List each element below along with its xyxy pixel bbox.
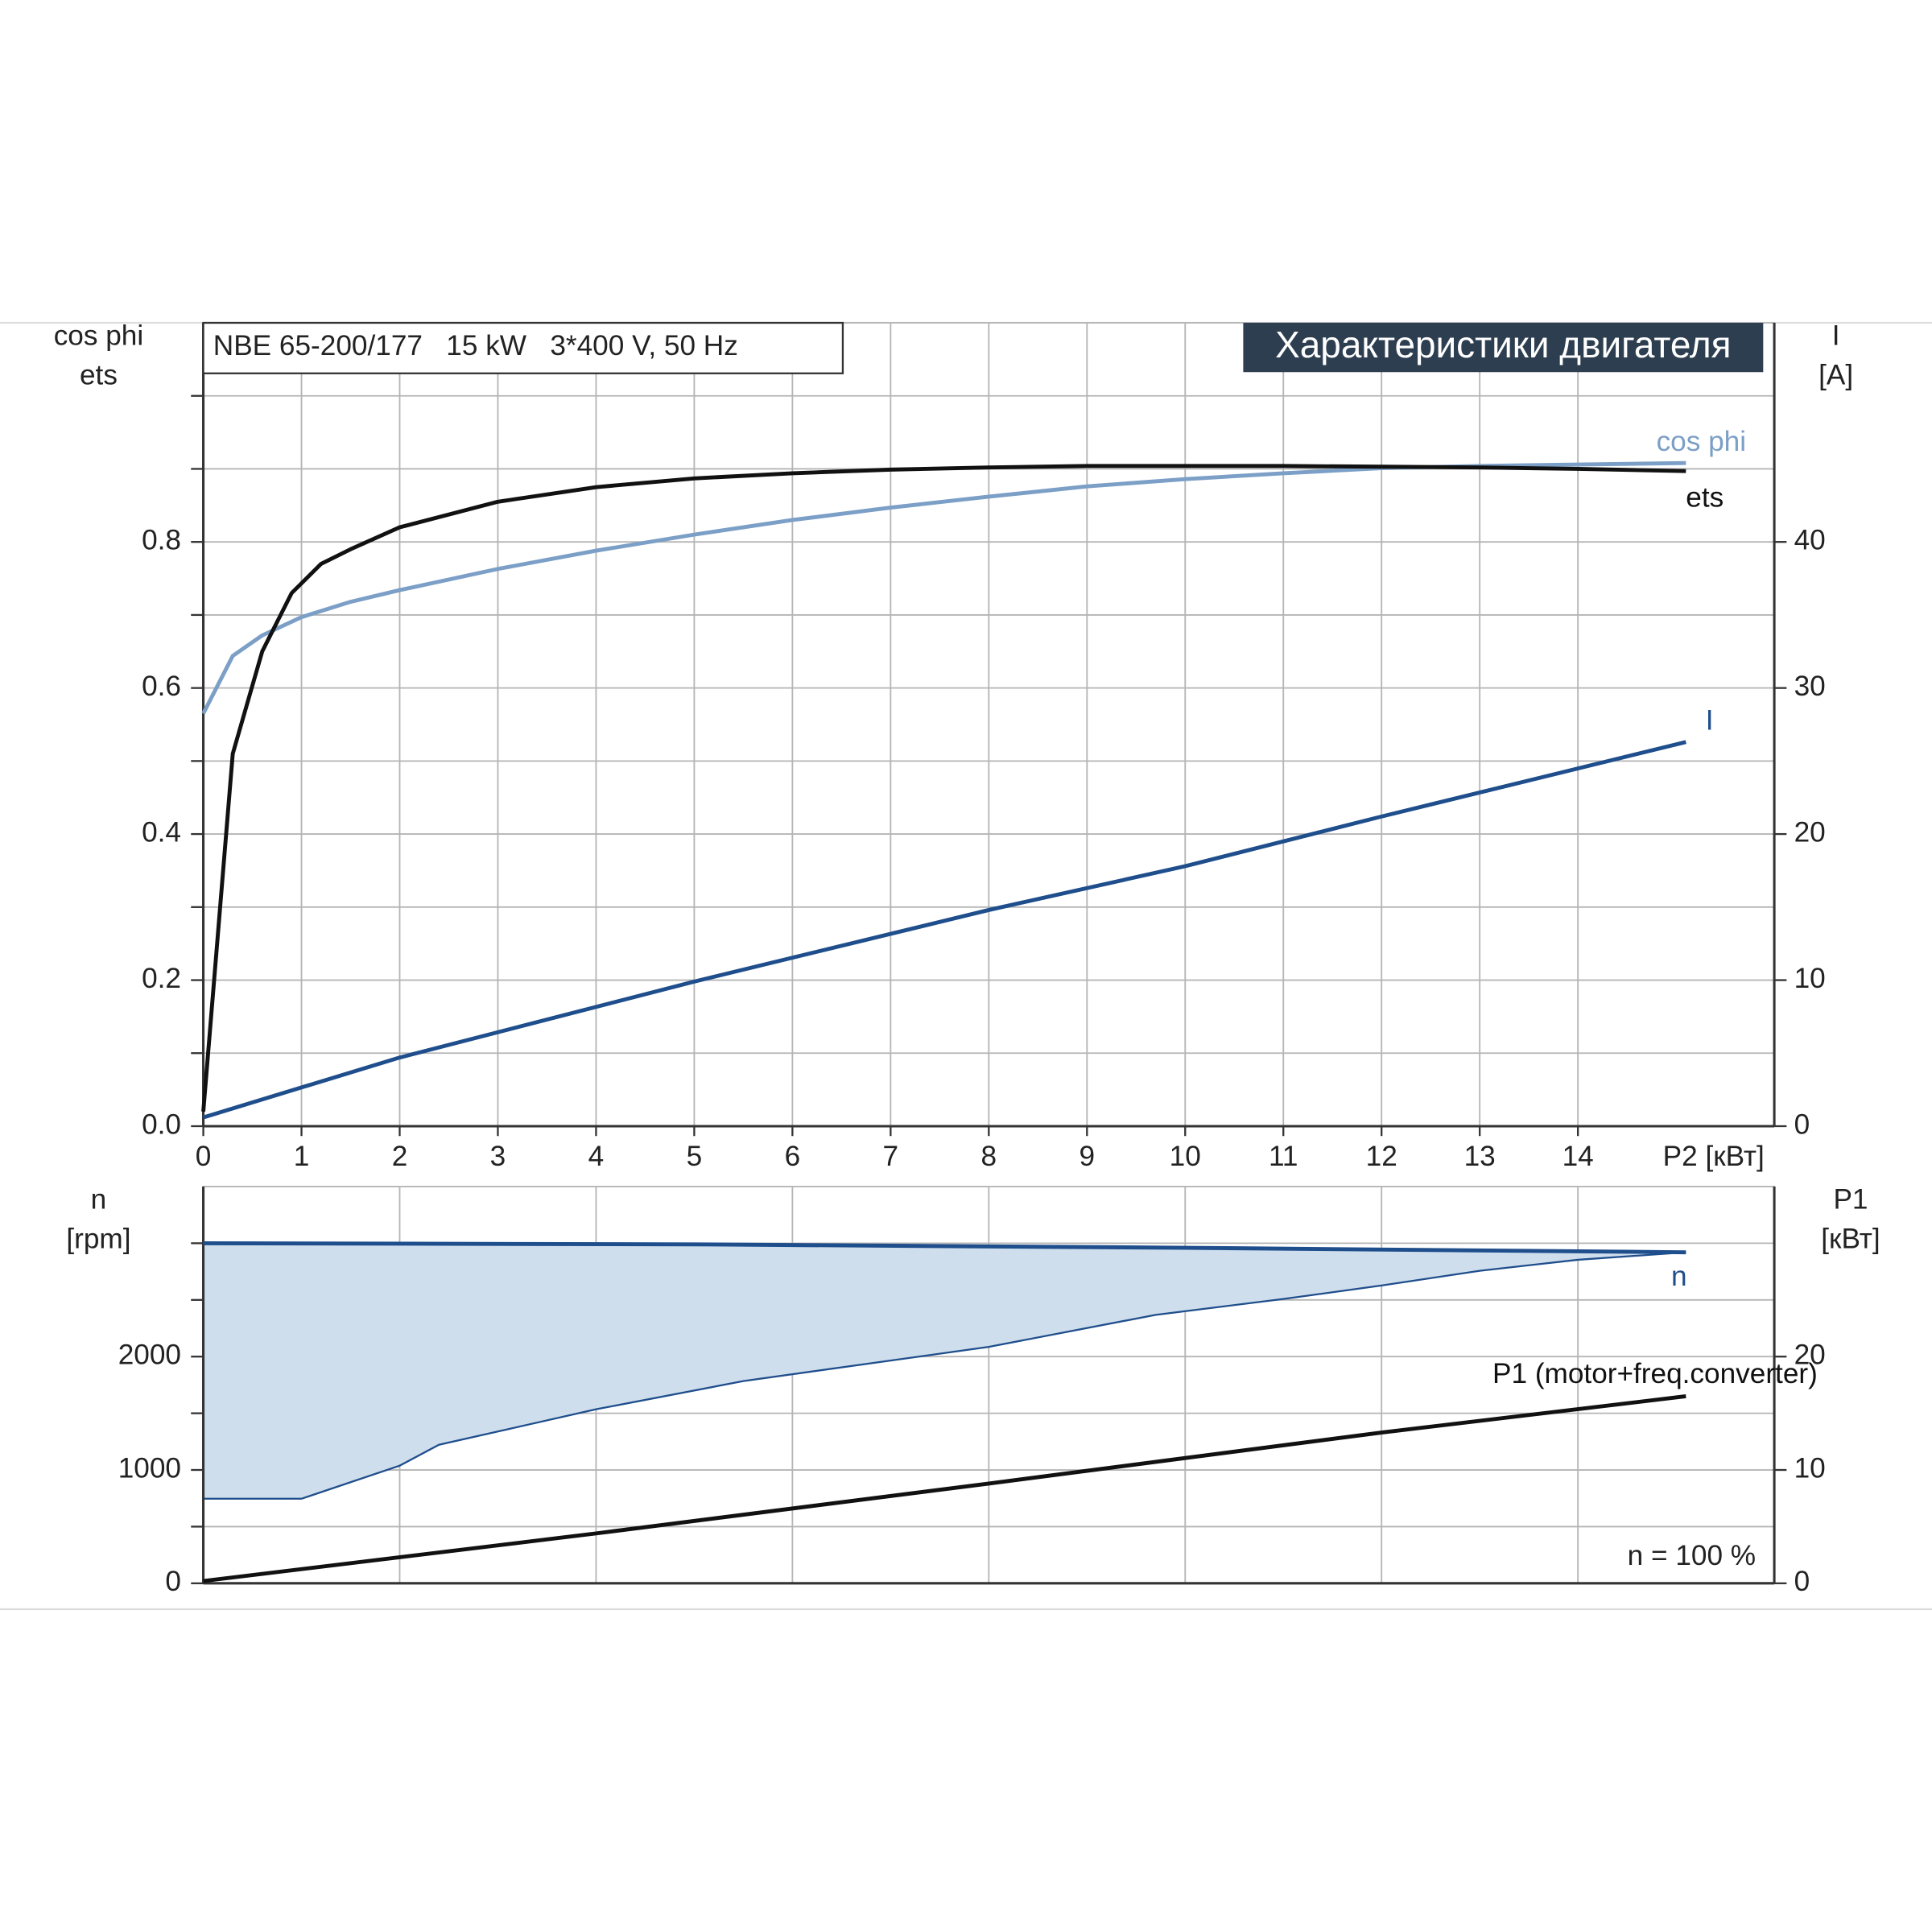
x-tick-label: 8 — [981, 1141, 997, 1172]
annotation: n = 100 % — [1628, 1540, 1756, 1571]
y-axis-label: [rpm] — [66, 1224, 130, 1255]
speed-range-edge — [203, 1251, 1686, 1500]
y2-tick-label: 0 — [1794, 1108, 1810, 1140]
series-line — [203, 1241, 1686, 1255]
y-axis-label: ets — [80, 360, 118, 391]
x-tick-label: 14 — [1563, 1141, 1594, 1172]
y2-tick-label: 20 — [1794, 1340, 1826, 1371]
series-line — [202, 740, 1686, 1120]
y2-axis-label: [кВт] — [1821, 1224, 1880, 1255]
x-tick-label: 6 — [785, 1141, 801, 1172]
y2-tick-label: 20 — [1794, 816, 1826, 848]
series-label: ets — [1686, 482, 1724, 514]
x-tick-label: 10 — [1170, 1141, 1201, 1172]
y-tick-label: 0.6 — [142, 671, 181, 702]
y2-tick-label: 10 — [1794, 963, 1826, 994]
header-box — [202, 321, 844, 374]
y2-tick-label: 0 — [1794, 1566, 1810, 1597]
y2-tick-label: 10 — [1794, 1452, 1826, 1484]
y2-axis-label: [A] — [1818, 360, 1853, 391]
x-tick-label: 9 — [1079, 1141, 1095, 1172]
x-tick-label: 4 — [588, 1141, 605, 1172]
header: NBE 65-200/177 15 kW 3*400 V, 50 Hz — [213, 330, 738, 361]
y2-axis-label: P1 — [1833, 1184, 1868, 1216]
speed-range-band — [203, 1243, 1686, 1499]
x-tick-label: 7 — [883, 1141, 899, 1172]
y2-tick-label: 40 — [1794, 524, 1826, 555]
chart-title: Характеристики двигателя — [1275, 324, 1731, 365]
x-tick-label: 0 — [196, 1141, 212, 1172]
x-tick-label: 13 — [1464, 1141, 1496, 1172]
y-tick-label: 1000 — [118, 1452, 181, 1484]
y2-tick-label: 30 — [1794, 671, 1826, 702]
x-tick-label: 1 — [294, 1141, 310, 1172]
y-tick-label: 0.4 — [142, 816, 181, 848]
series-line — [201, 464, 1686, 1113]
series-label: P1 (motor+freq.converter) — [1492, 1358, 1818, 1389]
series-label: n — [1671, 1261, 1687, 1292]
x-axis-label: P2 [кВт] — [1663, 1141, 1765, 1172]
series-label: cos phi — [1657, 426, 1747, 457]
y-tick-label: 0 — [165, 1566, 181, 1597]
y2-axis-label: I — [1832, 320, 1840, 352]
plots: 0 1 2 3 4 5 6 7 8 9 10 11 12 13 140.00.20.40.60.801020… — [54, 320, 1880, 1597]
y-tick-label: 0.0 — [142, 1108, 181, 1140]
y-tick-label: 2000 — [118, 1340, 181, 1371]
series-line — [203, 1394, 1686, 1583]
y-tick-label: 0.2 — [142, 963, 181, 994]
x-tick-label: 12 — [1366, 1141, 1397, 1172]
series-label: I — [1706, 705, 1714, 737]
title-box — [1243, 323, 1764, 373]
y-axis-label: n — [91, 1184, 107, 1216]
y-axis-label: cos phi — [54, 320, 144, 352]
x-tick-label: 5 — [687, 1141, 703, 1172]
y-tick-label: 0.8 — [142, 524, 181, 555]
x-tick-label: 3 — [490, 1141, 506, 1172]
x-tick-label: 2 — [392, 1141, 408, 1172]
x-tick-label: 11 — [1269, 1141, 1298, 1172]
